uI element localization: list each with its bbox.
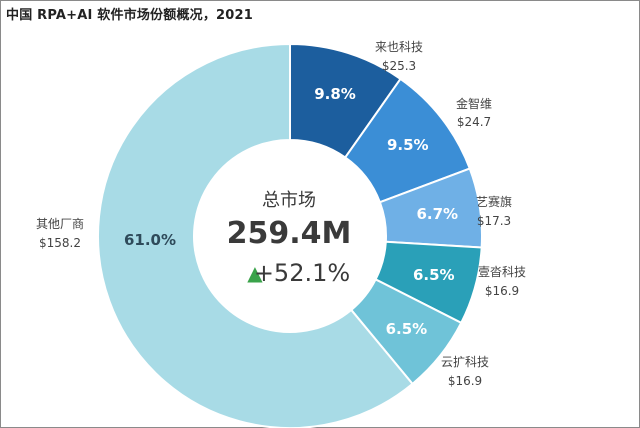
slice-pct-label: 61.0% [124,231,176,249]
slice-value-label: $24.7 [457,115,491,129]
slice-pct-label: 9.5% [387,136,429,154]
donut-slices: 9.8% 9.5% 6.7% 6.5% 6.5% 61.0% [97,42,483,428]
chart-title: 中国 RPA+AI 软件市场份额概况，2021 [6,8,254,23]
slice-value-label: $25.3 [382,59,416,73]
slice-pct-label: 6.7% [416,205,458,223]
slice-name-label: 来也科技 [375,40,423,54]
center-total-label: 总市场 [262,190,316,211]
slice-value-label: $17.3 [477,214,511,228]
center-summary: 总市场 259.4M ▲ +52.1% [227,190,352,287]
slice-6 [97,42,414,428]
slice-name-label: 艺赛旗 [476,194,512,209]
growth-up-arrow-icon: ▲ [247,261,263,285]
slice-labels: 来也科技 $25.3 金智维 $24.7 艺赛旗 $17.3 壹沓科技 $16.9 云扩科技 $1… [36,40,526,388]
slice-pct-label: 6.5% [413,266,455,284]
donut-hole [195,141,385,331]
slice-value-label: $16.9 [485,284,519,298]
slice-name-label: 其他厂商 [36,216,84,231]
center-growth-value: +52.1% [254,259,350,287]
slice-name-label: 壹沓科技 [478,265,526,279]
slice-pct-label: 6.5% [386,320,428,338]
slice-pct-label: 9.8% [314,85,356,103]
slice-name-label: 金智维 [456,96,492,111]
slice-value-label: $16.9 [448,374,482,388]
center-total-value: 259.4M [227,216,352,251]
slice-value-label: $158.2 [39,236,81,250]
slice-name-label: 云扩科技 [441,355,489,369]
